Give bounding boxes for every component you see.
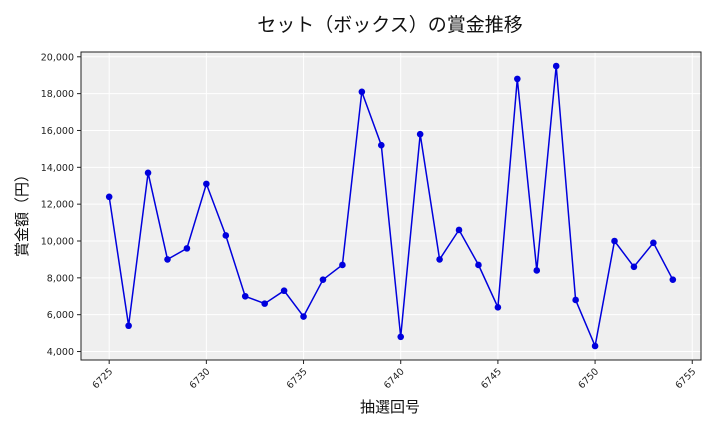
x-tick-label: 6735	[285, 366, 310, 391]
data-point	[241, 292, 249, 300]
data-point	[358, 88, 366, 96]
data-point	[339, 261, 346, 269]
x-axis-label: 抽選回号	[360, 398, 420, 416]
data-point	[591, 342, 599, 350]
data-point	[533, 267, 541, 274]
data-point	[164, 256, 171, 263]
y-axis-label: 賞金額（円）	[13, 167, 31, 257]
data-point	[416, 130, 424, 138]
x-tick-label: 6755	[673, 366, 698, 391]
data-point	[630, 263, 638, 271]
data-point	[300, 313, 307, 320]
data-point	[280, 287, 288, 295]
chart-title: セット（ボックス）の賞金推移	[257, 14, 522, 36]
data-point	[669, 276, 677, 283]
data-point	[475, 261, 482, 269]
y-tick-label: 10,000	[41, 237, 74, 248]
series-line	[108, 65, 674, 349]
y-tick-label: 4,000	[47, 347, 74, 358]
y-tick-label: 8,000	[47, 273, 74, 284]
x-tick-label: 6725	[90, 366, 115, 391]
data-point	[455, 226, 463, 234]
data-point	[572, 296, 579, 304]
data-point	[650, 239, 657, 247]
data-point	[494, 304, 502, 311]
y-tick-label: 14,000	[41, 163, 74, 174]
plot-frame	[80, 51, 702, 361]
data-point	[552, 62, 560, 70]
data-point	[222, 232, 230, 239]
data-point	[319, 276, 327, 283]
data-point	[105, 193, 113, 201]
data-point	[261, 300, 268, 307]
y-tick-label: 20,000	[41, 52, 74, 63]
y-tick-label: 12,000	[41, 200, 74, 211]
data-point	[436, 256, 443, 263]
data-point	[203, 180, 210, 188]
data-point	[144, 169, 152, 177]
plot-area	[81, 52, 701, 360]
x-tick-label: 6730	[188, 366, 213, 391]
x-tick-label: 6750	[576, 366, 601, 391]
data-point	[183, 245, 191, 252]
data-point	[611, 237, 618, 245]
data-point	[125, 322, 132, 330]
data-point	[377, 141, 385, 149]
y-tick-label: 6,000	[47, 310, 74, 321]
x-tick-label: 6740	[382, 366, 407, 391]
y-tick-label: 16,000	[41, 126, 74, 137]
data-point	[397, 333, 405, 341]
x-tick-label: 6745	[479, 366, 504, 391]
data-point	[514, 75, 521, 83]
y-tick-label: 18,000	[41, 89, 74, 100]
